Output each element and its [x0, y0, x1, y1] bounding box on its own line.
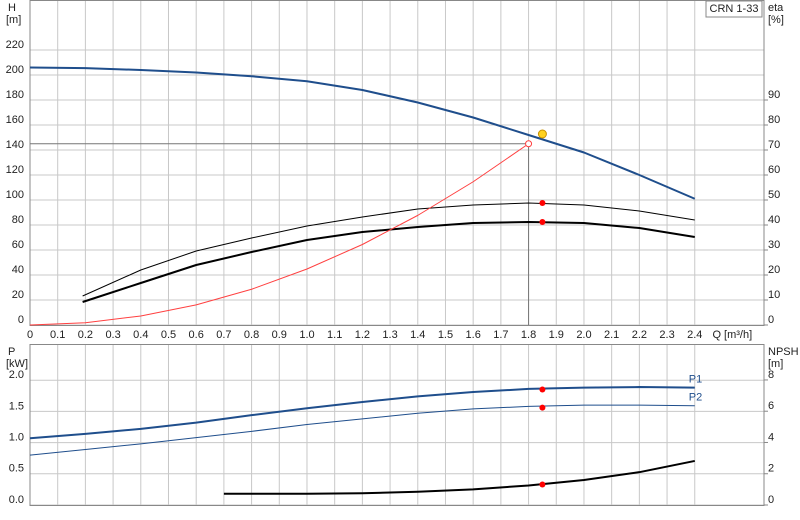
y2-tick-label: 70: [768, 139, 780, 151]
duty-point: [539, 219, 546, 225]
x-tick-label: 0.9: [272, 329, 287, 341]
y2-axis-label: eta: [768, 2, 784, 14]
y-tick-label: 40: [12, 264, 24, 276]
x-tick-label: 0: [27, 329, 33, 341]
y2-axis-label: NPSH: [768, 346, 799, 358]
curve: [29, 404, 695, 456]
curve: [223, 459, 695, 495]
reference-marker: [525, 140, 533, 148]
duty-point: [539, 200, 546, 206]
x-tick-label: 0.8: [244, 329, 259, 341]
x-tick-label: 1.4: [410, 329, 425, 341]
plot-frame: [29, 344, 765, 506]
chart-title: CRN 1-33: [710, 3, 759, 15]
x-tick-label: 0.7: [216, 329, 231, 341]
y2-tick-label: 6: [768, 400, 774, 412]
x-tick-label: 2.1: [604, 329, 619, 341]
y2-tick-label: 4: [768, 431, 774, 443]
x-tick-label: 1.2: [355, 329, 370, 341]
y-tick-label: 120: [6, 164, 24, 176]
x-tick-label: 1.9: [549, 329, 564, 341]
y-tick-label: 0.5: [9, 463, 24, 475]
x-tick-label: 0.3: [105, 329, 120, 341]
title-box: [705, 0, 763, 18]
y2-tick-label: 40: [768, 214, 780, 226]
x-tick-label: 1.1: [327, 329, 342, 341]
x-tick-label: 2.0: [576, 329, 591, 341]
y-tick-label: 80: [12, 214, 24, 226]
x-tick-label: 2.3: [659, 329, 674, 341]
x-axis-label: Q [m³/h]: [712, 329, 752, 341]
series-label: P2: [689, 392, 702, 404]
y-tick-label: 60: [12, 239, 24, 251]
duty-point: [539, 404, 546, 411]
y2-tick-label: 80: [768, 114, 780, 126]
x-tick-label: 1.7: [493, 329, 508, 341]
y-tick-label: 0.0: [9, 494, 24, 506]
x-tick-label: 0.1: [50, 329, 65, 341]
duty-point: [537, 129, 547, 139]
x-tick-label: 0.4: [133, 329, 148, 341]
x-tick-label: 0.5: [161, 329, 176, 341]
y2-axis-unit: [%]: [768, 14, 784, 26]
plot-frame: [29, 0, 765, 326]
y-tick-label: 0: [18, 314, 24, 326]
curve: [82, 202, 695, 297]
y-tick-label: 1.0: [9, 432, 24, 444]
y-tick-label: 140: [6, 139, 24, 151]
duty-point: [539, 386, 546, 393]
y2-tick-label: 90: [768, 89, 780, 101]
y2-tick-label: 8: [768, 369, 774, 381]
y-tick-label: 160: [6, 114, 24, 126]
y-tick-label: 100: [6, 189, 24, 201]
y2-tick-label: 0: [768, 494, 774, 506]
x-tick-label: 1.0: [299, 329, 314, 341]
y-tick-label: 20: [12, 289, 24, 301]
curve: [29, 143, 529, 326]
y-axis-label: P: [8, 346, 15, 358]
x-tick-label: 1.5: [438, 329, 453, 341]
y-axis-label: H: [8, 2, 16, 14]
y2-tick-label: 0: [768, 314, 774, 326]
x-tick-label: 1.8: [521, 329, 536, 341]
y-tick-label: 2.0: [9, 369, 24, 381]
y2-tick-label: 20: [768, 264, 780, 276]
y-axis-unit: [m]: [6, 14, 21, 26]
y-tick-label: 220: [6, 39, 24, 51]
y2-axis-unit: [m]: [768, 358, 783, 370]
y-tick-label: 180: [6, 89, 24, 101]
y2-tick-label: 60: [768, 164, 780, 176]
x-tick-label: 2.2: [632, 329, 647, 341]
y-tick-label: 1.5: [9, 400, 24, 412]
y-axis-unit: [kW]: [6, 358, 28, 370]
y-tick-label: 200: [6, 64, 24, 76]
y2-tick-label: 30: [768, 239, 780, 251]
x-tick-label: 0.6: [189, 329, 204, 341]
series-label: P1: [689, 374, 702, 386]
x-tick-label: 1.3: [382, 329, 397, 341]
x-tick-label: 1.6: [466, 329, 481, 341]
curve: [29, 386, 695, 440]
y2-tick-label: 10: [768, 289, 780, 301]
duty-point: [539, 481, 546, 488]
x-tick-label: 2.4: [687, 329, 702, 341]
curve: [29, 66, 696, 200]
y2-tick-label: 2: [768, 463, 774, 475]
y2-tick-label: 50: [768, 189, 780, 201]
x-tick-label: 0.2: [78, 329, 93, 341]
